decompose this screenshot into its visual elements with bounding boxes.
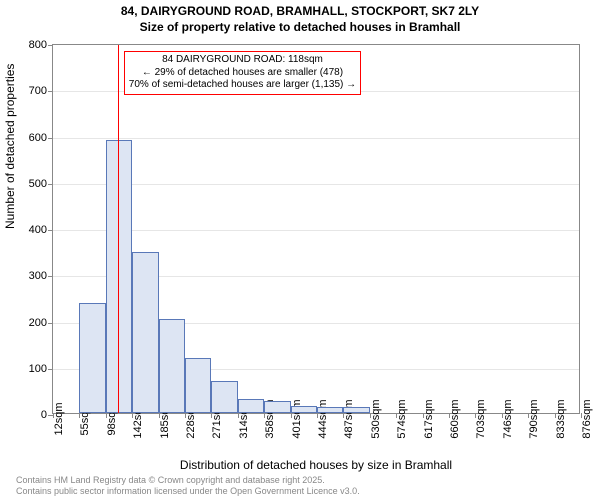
y-tick-mark — [48, 369, 53, 370]
y-tick-mark — [48, 45, 53, 46]
title-line1: 84, DAIRYGROUND ROAD, BRAMHALL, STOCKPOR… — [0, 4, 600, 20]
footer-line1: Contains HM Land Registry data © Crown c… — [16, 475, 360, 486]
y-tick-label: 200 — [29, 317, 47, 329]
bar — [291, 406, 317, 413]
y-tick-mark — [48, 323, 53, 324]
y-tick-label: 400 — [29, 224, 47, 236]
bar — [343, 407, 369, 413]
x-tick-label: 444sqm — [317, 399, 329, 438]
y-tick-label: 100 — [29, 363, 47, 375]
bar — [211, 381, 237, 413]
bar — [264, 401, 290, 413]
y-axis-title: Number of detached properties — [3, 64, 17, 229]
bar — [106, 140, 132, 413]
chart-title: 84, DAIRYGROUND ROAD, BRAMHALL, STOCKPOR… — [0, 0, 600, 35]
plot-area: 010020030040050060070080012sqm55sqm98sqm… — [52, 44, 580, 414]
y-tick-mark — [48, 138, 53, 139]
y-tick-label: 300 — [29, 270, 47, 282]
bar — [185, 358, 211, 414]
x-tick-label: 790sqm — [528, 399, 540, 438]
x-tick-label: 12sqm — [53, 402, 65, 435]
x-axis-title: Distribution of detached houses by size … — [52, 458, 580, 472]
bar — [159, 319, 185, 413]
x-tick-label: 660sqm — [449, 399, 461, 438]
y-tick-mark — [48, 91, 53, 92]
x-tick-label: 746sqm — [502, 399, 514, 438]
footer: Contains HM Land Registry data © Crown c… — [16, 475, 360, 497]
x-tick-label: 574sqm — [396, 399, 408, 438]
x-tick-label: 530sqm — [370, 399, 382, 438]
y-tick-label: 800 — [29, 39, 47, 51]
y-tick-mark — [48, 276, 53, 277]
y-tick-mark — [48, 230, 53, 231]
y-tick-mark — [48, 184, 53, 185]
title-line2: Size of property relative to detached ho… — [0, 20, 600, 36]
annotation-line3: 70% of semi-detached houses are larger (… — [129, 79, 356, 92]
y-tick-label: 600 — [29, 132, 47, 144]
x-tick-label: 617sqm — [423, 399, 435, 438]
annotation-line1: 84 DAIRYGROUND ROAD: 118sqm — [129, 54, 356, 67]
bar — [238, 399, 264, 413]
x-tick-label: 487sqm — [343, 399, 355, 438]
y-tick-label: 0 — [41, 409, 47, 421]
y-tick-label: 500 — [29, 178, 47, 190]
annotation-box: 84 DAIRYGROUND ROAD: 118sqm← 29% of deta… — [124, 51, 361, 95]
bar — [132, 252, 158, 413]
plot-container: 010020030040050060070080012sqm55sqm98sqm… — [52, 44, 580, 414]
x-tick-label: 833sqm — [555, 399, 567, 438]
bar — [79, 303, 105, 413]
annotation-line2: ← 29% of detached houses are smaller (47… — [129, 67, 356, 80]
x-tick-label: 876sqm — [581, 399, 593, 438]
y-tick-label: 700 — [29, 85, 47, 97]
bar — [317, 407, 343, 413]
gridline — [53, 138, 579, 139]
footer-line2: Contains public sector information licen… — [16, 486, 360, 497]
x-tick-label: 703sqm — [475, 399, 487, 438]
reference-line — [118, 45, 119, 413]
